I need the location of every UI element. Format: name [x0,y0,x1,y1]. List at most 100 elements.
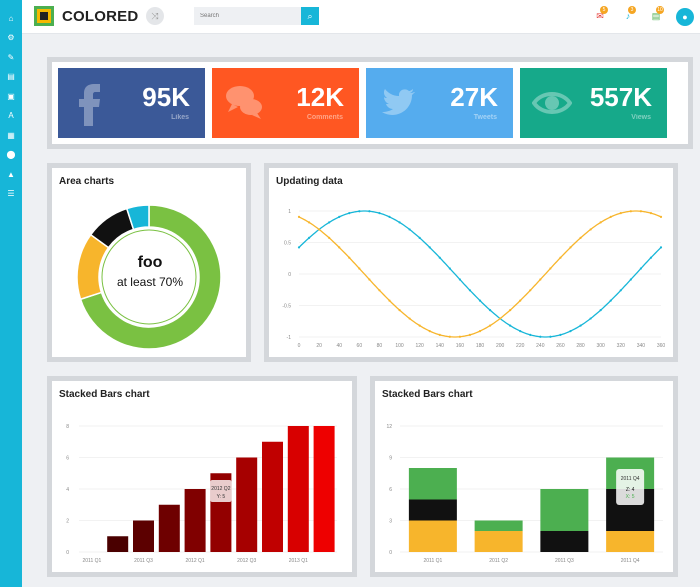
bar-4[interactable] [184,489,206,552]
series-point-cos[interactable] [629,210,632,213]
search-input[interactable] [194,7,302,25]
series-point-sin[interactable] [629,278,632,281]
series-point-cos[interactable] [639,210,642,213]
series-point-cos[interactable] [488,324,492,327]
series-point-sin[interactable] [559,333,562,336]
file-icon[interactable]: ▤ [7,72,15,81]
series-point-sin[interactable] [619,289,622,292]
table-icon[interactable]: ▦ [7,130,15,140]
layers-icon[interactable]: ▤ 10 [651,6,664,21]
series-point-sin[interactable] [378,212,381,215]
series-point-sin[interactable] [519,329,522,333]
series-point-cos[interactable] [358,267,361,270]
series-point-sin[interactable] [358,210,361,213]
series-point-sin[interactable] [458,278,461,281]
series-point-sin[interactable] [549,335,552,338]
warning-icon[interactable]: ▲ [7,169,15,179]
series-point-sin[interactable] [307,236,311,239]
bar-segment-2-1[interactable] [540,531,589,552]
user-avatar-button[interactable]: ● [676,8,694,26]
bar-8[interactable] [287,426,309,552]
cogs-icon[interactable]: ⚙ [7,33,15,42]
series-point-sin[interactable] [569,329,572,333]
series-point-sin[interactable] [579,324,582,327]
series-point-cos[interactable] [589,228,592,231]
series-point-cos[interactable] [378,289,381,292]
donut-slice-0[interactable] [79,204,222,350]
series-point-cos[interactable] [408,317,411,320]
bar-7[interactable] [262,441,283,552]
series-point-cos[interactable] [579,236,582,239]
series-point-sin[interactable] [478,299,482,302]
list-icon[interactable]: ☰ [7,189,15,198]
series-point-sin[interactable] [368,210,371,213]
series-point-sin[interactable] [448,267,451,270]
donut-slice-3[interactable] [125,204,150,231]
series-point-cos[interactable] [338,246,341,249]
series-point-cos[interactable] [609,215,612,219]
series-point-cos[interactable] [599,221,602,224]
image-icon[interactable]: ▣ [7,91,15,101]
series-point-sin[interactable] [539,335,542,338]
series-point-cos[interactable] [649,212,653,215]
bar-segment-0-2[interactable] [408,468,457,500]
series-point-sin[interactable] [348,212,351,215]
series-point-sin[interactable] [639,267,642,270]
bar-segment-2-2[interactable] [540,489,589,531]
series-point-cos[interactable] [328,236,331,239]
series-point-cos[interactable] [318,228,321,231]
series-point-cos[interactable] [559,256,562,259]
series-point-cos[interactable] [368,278,371,281]
series-point-sin[interactable] [488,309,492,312]
series-point-cos[interactable] [569,246,572,249]
series-point-cos[interactable] [398,309,401,312]
bar-segment-1-2[interactable] [474,520,523,532]
series-point-cos[interactable] [458,335,461,338]
bar-2[interactable] [133,520,154,553]
map-marker-icon[interactable]: ⬤ [6,150,16,159]
series-point-cos[interactable] [539,278,542,281]
series-point-sin[interactable] [509,324,512,327]
series-point-sin[interactable] [649,256,653,259]
bar-segment-3-0[interactable] [606,531,655,552]
series-point-sin[interactable] [428,246,431,249]
series-point-sin[interactable] [599,309,602,312]
font-icon[interactable]: A [8,111,14,120]
series-point-cos[interactable] [307,221,311,224]
bar-segment-1-0[interactable] [474,531,523,552]
bar-6[interactable] [236,457,258,553]
bar-segment-0-1[interactable] [408,499,457,521]
series-point-cos[interactable] [438,333,441,336]
series-point-sin[interactable] [338,215,341,219]
series-point-sin[interactable] [468,289,472,292]
series-point-cos[interactable] [297,215,301,219]
bar-3[interactable] [158,504,180,552]
home-icon[interactable]: ⌂ [8,13,14,23]
series-point-cos[interactable] [619,212,622,215]
series-point-sin[interactable] [529,333,532,336]
series-point-cos[interactable] [509,309,512,312]
envelope-icon[interactable]: ✉ 5 [594,6,608,22]
bar-segment-0-0[interactable] [408,520,457,553]
series-point-sin[interactable] [609,299,612,302]
series-point-sin[interactable] [408,228,411,231]
search-button[interactable]: ⌕ [301,7,319,25]
series-point-sin[interactable] [297,246,301,249]
series-point-sin[interactable] [589,317,592,320]
series-point-cos[interactable] [348,256,351,259]
series-point-cos[interactable] [659,215,663,219]
bar-1[interactable] [107,536,129,552]
series-point-sin[interactable] [398,221,401,224]
series-point-sin[interactable] [438,256,441,259]
series-point-sin[interactable] [418,236,421,239]
series-point-cos[interactable] [388,299,391,302]
series-point-cos[interactable] [519,299,522,302]
series-point-cos[interactable] [468,333,472,336]
bell-icon[interactable]: ♪ 3 [622,6,636,22]
series-point-cos[interactable] [499,317,502,320]
series-point-sin[interactable] [659,246,663,249]
series-point-cos[interactable] [478,329,482,333]
series-point-sin[interactable] [388,215,391,219]
series-point-sin[interactable] [328,221,331,224]
bar-9[interactable] [313,426,335,552]
